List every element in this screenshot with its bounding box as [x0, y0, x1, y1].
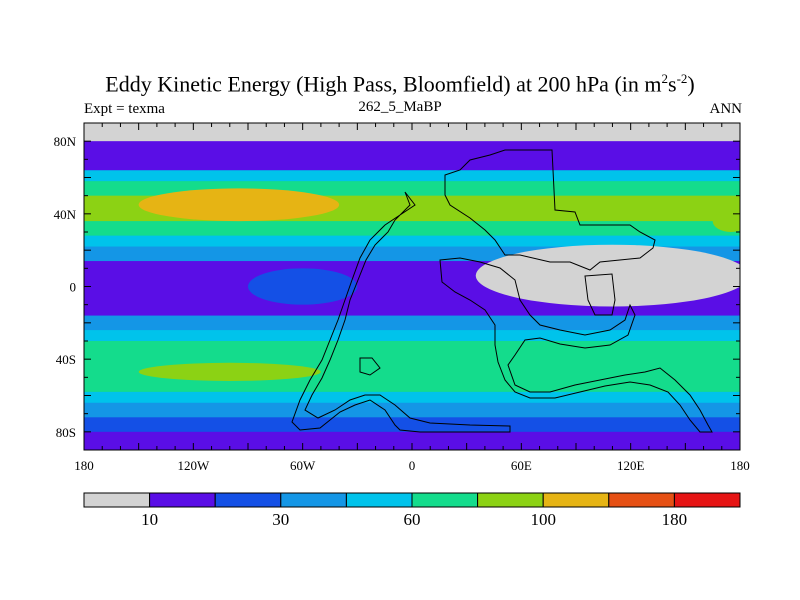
- paleo-continent-outline-south: [439, 257, 713, 433]
- y-tick-label: 0: [70, 280, 77, 295]
- colorbar-label: 180: [662, 510, 688, 529]
- colorbar-box: [608, 492, 675, 508]
- x-tick-label: 180: [730, 458, 750, 473]
- field-band-15: [84, 402, 740, 418]
- field-band-10: [84, 315, 740, 331]
- colorbar-box: [673, 492, 741, 508]
- paleo-continent-outline-west: [291, 191, 511, 433]
- colorbar-label: 100: [530, 510, 556, 529]
- colorbar-label: 30: [272, 510, 289, 529]
- field-band-11: [84, 330, 740, 342]
- continent-outlines: [291, 149, 713, 433]
- case-label: 262_5_MaBP: [358, 99, 442, 115]
- x-tick-label: 0: [409, 458, 416, 473]
- chart-title: Eddy Kinetic Energy (High Pass, Bloomfie…: [105, 71, 695, 97]
- field-band-1: [84, 141, 740, 157]
- experiment-label: Expt = texma: [84, 101, 165, 117]
- axis-ticks: [83, 122, 741, 451]
- colorbar-box: [83, 492, 151, 508]
- y-tick-label: 80S: [56, 425, 76, 440]
- y-tick-label: 80N: [54, 134, 77, 149]
- x-tick-label: 120E: [617, 458, 645, 473]
- x-tick-label: 60E: [511, 458, 532, 473]
- colorbar-box: [345, 492, 413, 508]
- y-axis-labels: 80N 40N 0 40S 80S: [54, 134, 77, 440]
- colorbar-box: [214, 492, 282, 508]
- paleo-continent-outline-main: [444, 149, 656, 271]
- paleo-continent-outline-inner: [584, 273, 616, 316]
- colorbar-box: [411, 492, 479, 508]
- colorbar-box: [280, 492, 347, 508]
- y-tick-label: 40N: [54, 207, 77, 222]
- field-band-2: [84, 155, 740, 171]
- season-label: ANN: [709, 101, 743, 117]
- field-blob-2: [247, 268, 358, 305]
- x-tick-label: 120W: [177, 458, 210, 473]
- colorbar-box: [542, 492, 610, 508]
- colorbar: 10 30 60 100 180: [83, 492, 741, 529]
- contour-field: [84, 123, 740, 450]
- field-blob-1: [138, 362, 321, 381]
- paleo-island-outline: [359, 357, 381, 376]
- colorbar-box: [477, 492, 544, 508]
- field-band-12: [84, 341, 740, 357]
- y-tick-label: 40S: [56, 352, 76, 367]
- x-axis-labels: 180 120W 60W 0 60E 120E 180: [74, 458, 750, 473]
- field-band-7: [84, 235, 740, 248]
- field-band-3: [84, 170, 740, 182]
- field-blob-4: [712, 210, 740, 232]
- field-band-6: [84, 221, 740, 237]
- x-tick-label: 60W: [290, 458, 316, 473]
- field-band-14: [84, 391, 740, 404]
- x-tick-label: 180: [74, 458, 94, 473]
- field-blob-0: [138, 188, 340, 222]
- colorbar-label: 60: [404, 510, 421, 529]
- colorbar-box: [149, 492, 216, 508]
- colorbar-label: 10: [141, 510, 158, 529]
- field-band-16: [84, 417, 740, 433]
